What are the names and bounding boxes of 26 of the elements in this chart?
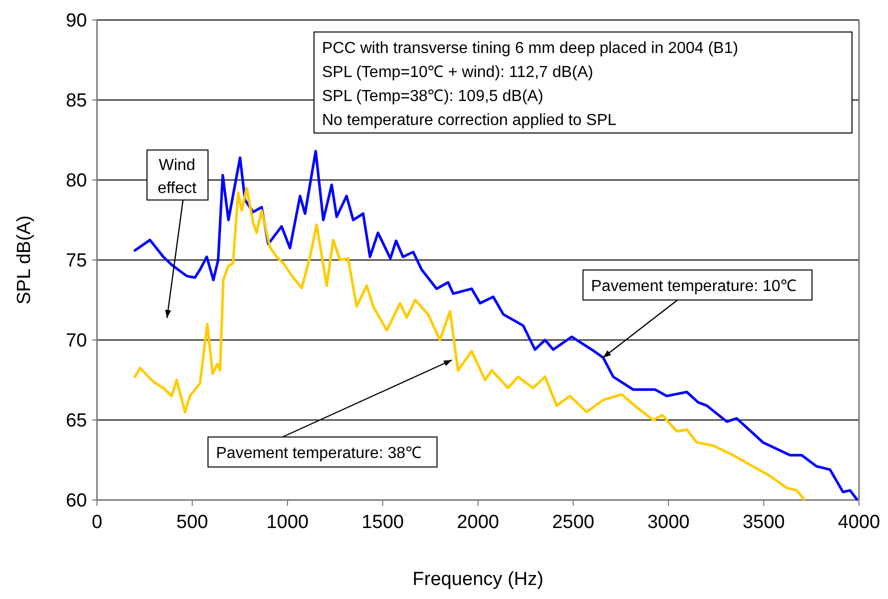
annotation: Wind effect <box>158 157 197 197</box>
x-tick-label: 1000 <box>266 512 309 533</box>
x-tick-label: 2000 <box>456 512 500 533</box>
x-tick-label: 3500 <box>742 512 785 533</box>
x-tick-label: 2500 <box>552 512 594 533</box>
y-tick-label: 65 <box>66 410 87 432</box>
annotation: PCC with transverse tining 6 mm deep placed in 2004 (B1) <box>322 40 738 57</box>
y-tick-label: 75 <box>66 250 87 272</box>
x-tick-label: 3000 <box>647 512 690 533</box>
x-tick-label: 1500 <box>362 512 404 533</box>
y-axis-title: SPL dB(A) <box>14 215 35 305</box>
y-tick-label: 85 <box>66 90 87 112</box>
y-tick-label: 80 <box>66 170 87 192</box>
annotation: SPL (Temp=38℃): 109,5 dB(A) <box>322 88 544 105</box>
annotation: SPL (Temp=10℃ + wind): 112,7 dB(A) <box>322 64 594 81</box>
x-tick-label: 500 <box>176 512 208 533</box>
y-tick-label: 60 <box>66 490 87 512</box>
annotation: Pavement temperature: 10℃ <box>591 278 796 295</box>
annotation: No temperature correction applied to SPL <box>322 112 616 129</box>
annotation: Pavement temperature: 38℃ <box>216 445 422 462</box>
line-series <box>134 150 858 500</box>
x-tick-label: 0 <box>92 512 102 533</box>
y-tick-label: 90 <box>66 10 87 32</box>
y-tick-label: 70 <box>66 330 87 352</box>
x-axis-title: Frequency (Hz) <box>412 569 544 590</box>
x-tick-label: 4000 <box>838 512 880 533</box>
